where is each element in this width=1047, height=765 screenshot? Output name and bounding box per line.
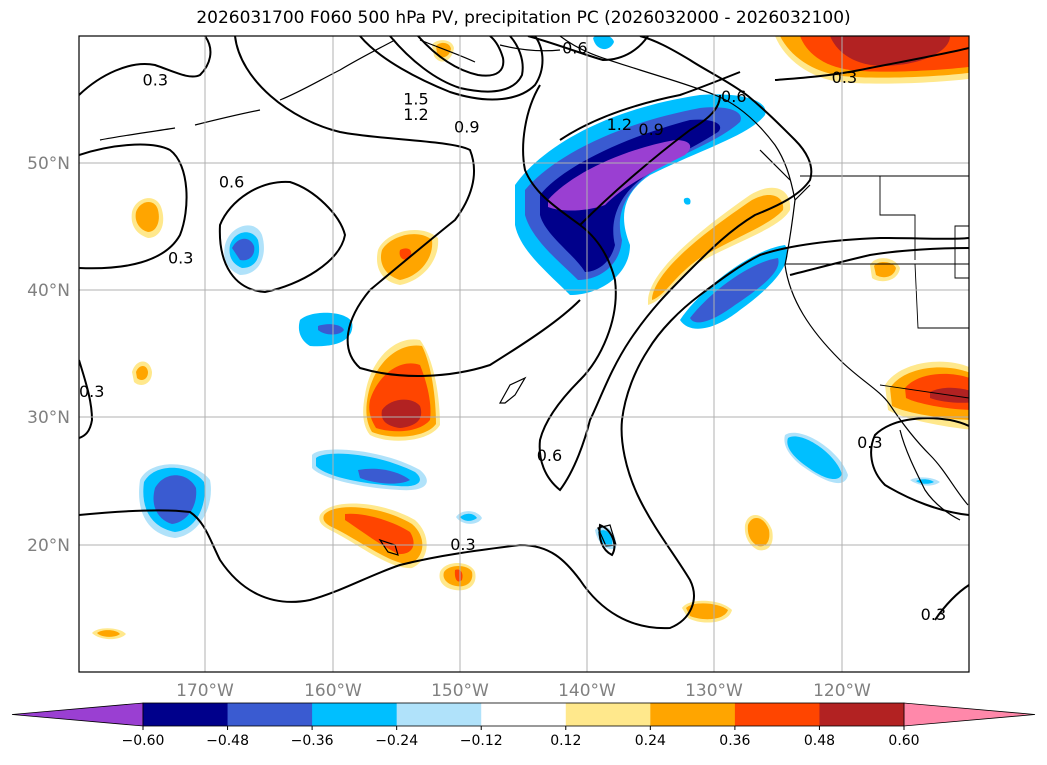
colorbar-tick-label: 0.60 <box>888 733 919 749</box>
colorbar: −0.60 −0.48 −0.36 −0.24 −0.12 0.12 0.24 0.36 0.4… <box>11 702 1036 749</box>
pv-contour-label: 0.3 <box>857 433 882 452</box>
colorbar-tick-label: −0.36 <box>291 733 334 749</box>
colorbar-segment <box>650 703 736 726</box>
precipitation-shading <box>92 36 969 640</box>
colorbar-segment <box>734 703 820 726</box>
lon-tick-label: 120°W <box>813 681 871 701</box>
pv-contour-label: 0.3 <box>921 605 946 624</box>
colorbar-extend-low <box>11 702 144 727</box>
pv-contour-label: 0.3 <box>79 382 104 401</box>
lon-tick-label: 130°W <box>685 681 743 701</box>
pv-contour-label: 0.6 <box>562 39 587 58</box>
lat-tick-label: 40°N <box>27 281 70 301</box>
colorbar-tick-label: −0.12 <box>460 733 503 749</box>
colorbar-segment <box>396 703 482 726</box>
lon-tick-label: 150°W <box>431 681 489 701</box>
pv-contour-label: 0.3 <box>832 68 857 87</box>
pv-contour-label: 0.6 <box>721 87 746 106</box>
lat-tick-label: 50°N <box>27 154 70 174</box>
pv-contour-label: 0.9 <box>454 118 479 137</box>
coastlines <box>99 36 969 556</box>
gridlines <box>79 36 969 672</box>
colorbar-extend-high <box>903 702 1036 727</box>
colorbar-tick-label: 0.12 <box>550 733 581 749</box>
lon-tick-label: 160°W <box>304 681 362 701</box>
colorbar-segment <box>143 703 229 726</box>
colorbar-tick-label: −0.48 <box>206 733 249 749</box>
pv-contour-label: 1.2 <box>403 105 428 124</box>
lon-tick-labels: 170°W 160°W 150°W 140°W 130°W 120°W <box>176 681 871 701</box>
pv-contour-label: 0.9 <box>638 120 663 139</box>
colorbar-segment <box>819 703 905 726</box>
country-borders <box>785 175 969 399</box>
colorbar-tick-label: −0.60 <box>122 733 165 749</box>
colorbar-tick-label: −0.24 <box>375 733 418 749</box>
map-frame <box>78 35 970 673</box>
colorbar-segment <box>565 703 651 726</box>
colorbar-tick-label: 0.36 <box>719 733 750 749</box>
pv-contour-label: 0.6 <box>537 446 562 465</box>
lon-tick-label: 140°W <box>558 681 616 701</box>
pv-contour-label: 0.3 <box>450 535 475 554</box>
pv-contours <box>79 36 969 630</box>
pv-contour-label: 1.2 <box>607 115 632 134</box>
colorbar-frame <box>142 702 905 727</box>
colorbar-segment <box>227 703 313 726</box>
lat-tick-label: 30°N <box>27 408 70 428</box>
lat-tick-labels: 50°N 40°N 30°N 20°N <box>27 154 70 556</box>
colorbar-tick-label: 0.48 <box>804 733 835 749</box>
colorbar-segment <box>481 703 567 726</box>
colorbar-segment <box>312 703 398 726</box>
map-title: 2026031700 F060 500 hPa PV, precipitatio… <box>196 8 851 28</box>
pv-contour-label: 0.3 <box>143 71 168 90</box>
lat-tick-label: 20°N <box>27 536 70 556</box>
pv-contour-label: 0.6 <box>219 172 244 191</box>
colorbar-tick-label: 0.24 <box>635 733 666 749</box>
pv-contour-label: 0.3 <box>168 249 193 268</box>
pv-contour-label: 1.5 <box>403 90 428 109</box>
pv-contour-labels: 0.30.30.30.61.51.20.90.61.2 0.90.60.30.60… <box>79 39 946 624</box>
lon-tick-label: 170°W <box>176 681 234 701</box>
